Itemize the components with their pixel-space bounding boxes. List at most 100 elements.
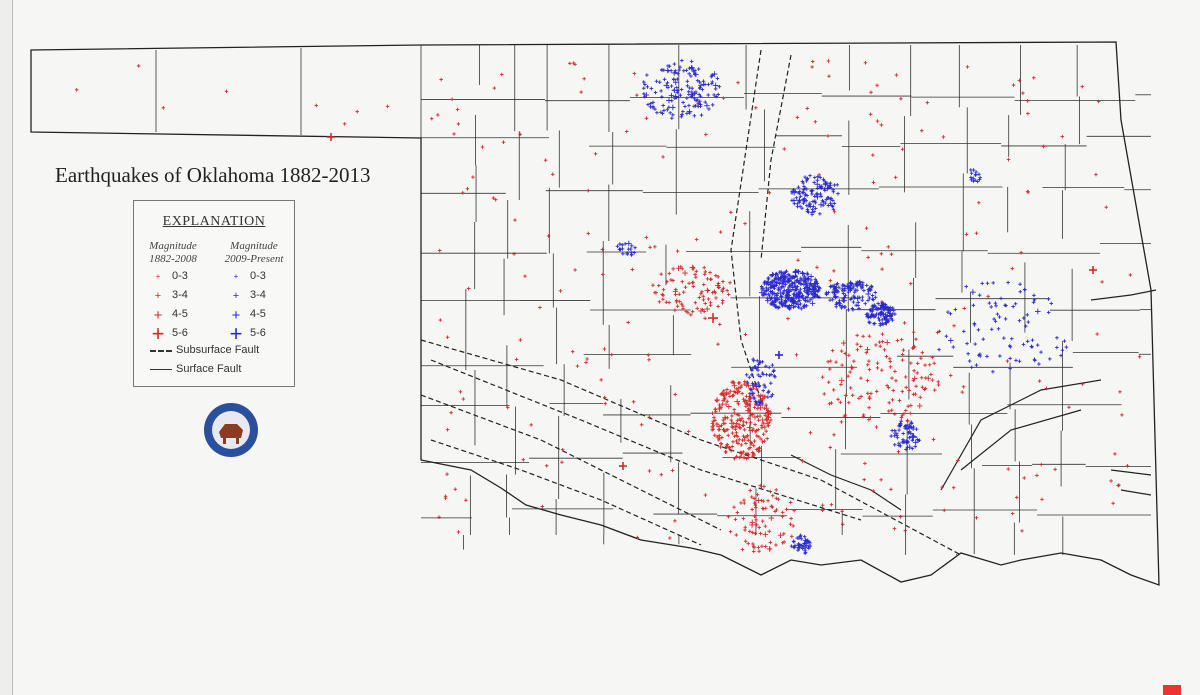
earthquake-marker-recent	[772, 279, 776, 284]
earthquake-marker-recent	[1037, 362, 1041, 366]
earthquake-marker-recent	[747, 375, 752, 380]
earthquake-marker-recent	[915, 437, 920, 442]
earthquake-marker-historic	[864, 226, 869, 230]
earthquake-marker-historic	[1095, 332, 1099, 336]
earthquake-marker-historic	[756, 393, 761, 398]
earthquake-marker-historic	[742, 428, 747, 432]
earthquake-marker-historic	[716, 304, 720, 309]
earthquake-marker-recent	[830, 297, 835, 302]
earthquake-marker-recent	[663, 82, 670, 89]
earthquake-marker-historic	[700, 289, 704, 294]
earthquake-marker-recent	[672, 88, 676, 93]
earthquake-marker-recent	[876, 306, 881, 311]
earthquake-marker-historic	[765, 414, 770, 419]
earthquake-marker-historic	[748, 529, 752, 534]
earthquake-marker-historic	[729, 448, 733, 453]
earthquake-marker-historic	[756, 427, 761, 432]
earthquake-marker-historic	[871, 180, 876, 185]
earthquake-marker-recent	[953, 307, 958, 312]
earthquake-marker-historic	[731, 382, 738, 389]
earthquake-marker-historic	[827, 74, 831, 78]
earthquake-marker-recent	[706, 82, 711, 87]
earthquake-marker-historic	[699, 291, 703, 296]
earthquake-marker-historic	[867, 359, 871, 363]
earthquake-marker-recent	[1009, 336, 1014, 341]
earthquake-marker-recent	[675, 77, 680, 81]
earthquake-marker-historic	[667, 271, 672, 276]
earthquake-marker-recent	[884, 315, 888, 320]
earthquake-marker-recent	[760, 359, 765, 364]
earthquake-marker-recent	[749, 390, 755, 396]
earthquake-marker-recent	[807, 299, 811, 303]
earthquake-marker-historic	[974, 231, 979, 236]
earthquake-marker-historic	[737, 422, 741, 427]
earthquake-marker-recent	[665, 107, 670, 112]
earthquake-marker-historic	[731, 381, 736, 385]
earthquake-marker-historic	[763, 524, 768, 528]
earthquake-marker-recent	[971, 303, 976, 308]
earthquake-marker-historic	[224, 89, 229, 94]
earthquake-marker-historic	[648, 245, 652, 250]
earthquake-marker-historic	[940, 485, 944, 489]
earthquake-marker-recent	[999, 296, 1003, 301]
earthquake-marker-historic	[789, 516, 793, 521]
earthquake-marker-historic	[725, 399, 730, 404]
earthquake-marker-historic	[894, 378, 898, 383]
earthquake-marker-recent	[617, 247, 622, 252]
earthquake-marker-historic	[962, 306, 967, 311]
earthquake-marker-recent	[1002, 336, 1006, 340]
earthquake-marker-historic	[438, 318, 443, 322]
earthquake-marker-recent	[1006, 280, 1010, 285]
earthquake-marker-recent	[843, 305, 847, 309]
earthquake-marker-historic	[558, 289, 563, 293]
earthquake-marker-recent	[1039, 350, 1043, 354]
earthquake-marker-recent	[895, 435, 900, 440]
earthquake-marker-historic	[385, 104, 390, 109]
earthquake-marker-recent	[767, 373, 772, 378]
earthquake-marker-recent	[836, 290, 840, 294]
earthquake-marker-historic	[747, 446, 751, 451]
earthquake-marker-recent	[993, 319, 998, 324]
earthquake-marker-recent	[770, 290, 775, 294]
earthquake-marker-historic	[736, 80, 740, 85]
earthquake-marker-historic	[902, 321, 907, 325]
legend-row-historic: +0-3	[148, 269, 208, 285]
earthquake-marker-recent	[633, 245, 637, 250]
earthquake-marker-historic	[465, 187, 470, 191]
earthquake-marker-recent	[1014, 358, 1018, 363]
earthquake-marker-recent	[804, 179, 809, 183]
earthquake-marker-recent	[973, 173, 978, 177]
earthquake-marker-historic	[717, 436, 722, 440]
earthquake-marker-historic	[879, 478, 883, 482]
earthquake-marker-historic	[960, 390, 965, 394]
earthquake-marker-historic	[900, 352, 905, 357]
earthquake-marker-historic	[724, 402, 728, 406]
earthquake-marker-recent	[793, 289, 797, 293]
earthquake-marker-recent	[750, 368, 754, 373]
earthquake-marker-historic	[735, 412, 739, 417]
earthquake-marker-recent	[1032, 298, 1037, 302]
earthquake-marker-historic	[931, 437, 936, 442]
earthquake-marker-historic	[665, 279, 669, 284]
earthquake-marker-historic	[661, 155, 665, 159]
earthquake-marker-historic	[915, 371, 920, 375]
earthquake-marker-recent	[797, 191, 802, 196]
earthquake-marker-recent	[903, 426, 907, 430]
earthquake-marker-historic	[464, 498, 468, 503]
earthquake-marker-recent	[1031, 300, 1036, 305]
earthquake-marker-historic	[721, 286, 726, 290]
earthquake-marker-historic	[843, 351, 847, 356]
earthquake-marker-recent	[777, 288, 781, 292]
earthquake-marker-recent	[798, 194, 803, 199]
faults	[420, 49, 1157, 556]
earthquake-marker-historic	[790, 534, 794, 539]
earthquake-marker-recent	[805, 285, 810, 290]
earthquake-marker-recent	[803, 551, 807, 556]
earthquake-marker-historic	[750, 450, 755, 455]
earthquake-marker-historic	[651, 283, 655, 287]
earthquake-marker-recent	[866, 314, 871, 318]
earthquake-marker-recent	[887, 318, 891, 322]
earthquake-marker-recent	[806, 546, 811, 551]
earthquake-marker-historic	[965, 65, 970, 69]
earthquake-marker-recent	[803, 193, 807, 197]
